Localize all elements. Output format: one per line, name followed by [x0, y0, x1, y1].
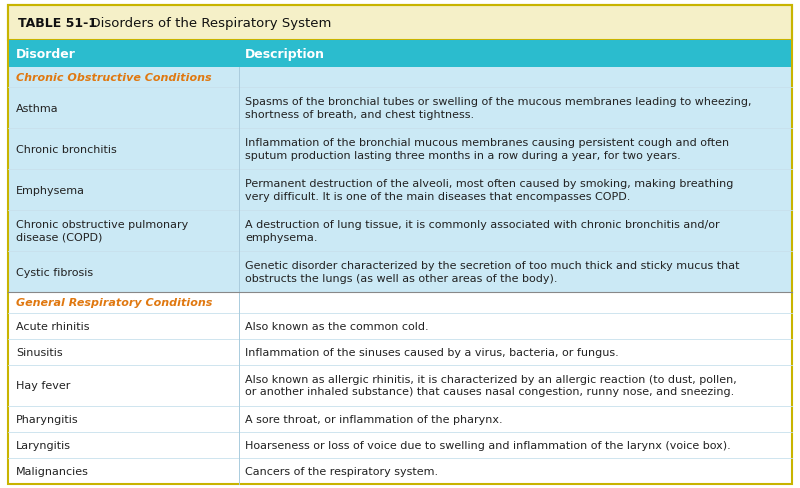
Bar	[8, 251, 792, 292]
Text: Inflammation of the bronchial mucous membranes causing persistent cough and ofte: Inflammation of the bronchial mucous mem…	[246, 138, 730, 148]
Text: sputum production lasting three months in a row during a year, for two years.: sputum production lasting three months i…	[246, 150, 681, 161]
Text: Also known as allergic rhinitis, it is characterized by an allergic reaction (to: Also known as allergic rhinitis, it is c…	[246, 374, 737, 384]
Text: Emphysema: Emphysema	[16, 185, 85, 195]
Text: disease (COPD): disease (COPD)	[16, 232, 102, 242]
Bar	[8, 313, 792, 339]
Text: Disorder: Disorder	[16, 48, 76, 61]
Text: Inflammation of the sinuses caused by a virus, bacteria, or fungus.: Inflammation of the sinuses caused by a …	[246, 347, 619, 357]
Text: Cystic fibrosis: Cystic fibrosis	[16, 267, 93, 277]
Text: Acute rhinitis: Acute rhinitis	[16, 321, 90, 331]
Text: Genetic disorder characterized by the secretion of too much thick and sticky muc: Genetic disorder characterized by the se…	[246, 261, 740, 271]
Bar	[8, 88, 792, 129]
Text: emphysema.: emphysema.	[246, 232, 318, 242]
Bar	[8, 292, 792, 313]
Bar	[8, 211, 792, 251]
Bar	[8, 6, 792, 41]
Text: Disorders of the Respiratory System: Disorders of the Respiratory System	[82, 17, 331, 30]
Text: A sore throat, or inflammation of the pharynx.: A sore throat, or inflammation of the ph…	[246, 414, 503, 424]
Text: Laryngitis: Laryngitis	[16, 440, 71, 450]
Bar	[8, 170, 792, 211]
Text: Description: Description	[246, 48, 326, 61]
Text: Chronic bronchitis: Chronic bronchitis	[16, 144, 117, 154]
Text: shortness of breath, and chest tightness.: shortness of breath, and chest tightness…	[246, 109, 474, 120]
Text: Hay fever: Hay fever	[16, 381, 70, 390]
Text: obstructs the lungs (as well as other areas of the body).: obstructs the lungs (as well as other ar…	[246, 273, 558, 283]
Text: Malignancies: Malignancies	[16, 466, 89, 476]
Text: Chronic Obstructive Conditions: Chronic Obstructive Conditions	[16, 73, 212, 82]
Text: Cancers of the respiratory system.: Cancers of the respiratory system.	[246, 466, 438, 476]
Bar	[8, 41, 792, 67]
Bar	[8, 365, 792, 406]
Text: General Respiratory Conditions: General Respiratory Conditions	[16, 298, 212, 307]
Text: Pharyngitis: Pharyngitis	[16, 414, 78, 424]
Bar	[8, 339, 792, 365]
Bar	[8, 458, 792, 484]
Text: Asthma: Asthma	[16, 103, 58, 113]
Text: Chronic obstructive pulmonary: Chronic obstructive pulmonary	[16, 220, 188, 230]
Text: TABLE 51-1: TABLE 51-1	[18, 17, 97, 30]
Text: Sinusitis: Sinusitis	[16, 347, 62, 357]
Text: or another inhaled substance) that causes nasal congestion, runny nose, and snee: or another inhaled substance) that cause…	[246, 386, 734, 397]
Text: Also known as the common cold.: Also known as the common cold.	[246, 321, 429, 331]
Bar	[8, 432, 792, 458]
Text: Permanent destruction of the alveoli, most often caused by smoking, making breat: Permanent destruction of the alveoli, mo…	[246, 179, 734, 189]
Text: Spasms of the bronchial tubes or swelling of the mucous membranes leading to whe: Spasms of the bronchial tubes or swellin…	[246, 97, 752, 107]
Bar	[8, 67, 792, 88]
Text: Hoarseness or loss of voice due to swelling and inflammation of the larynx (voic: Hoarseness or loss of voice due to swell…	[246, 440, 731, 450]
Bar	[8, 129, 792, 170]
Bar	[8, 406, 792, 432]
Text: very difficult. It is one of the main diseases that encompasses COPD.: very difficult. It is one of the main di…	[246, 191, 630, 202]
Text: A destruction of lung tissue, it is commonly associated with chronic bronchitis : A destruction of lung tissue, it is comm…	[246, 220, 720, 230]
